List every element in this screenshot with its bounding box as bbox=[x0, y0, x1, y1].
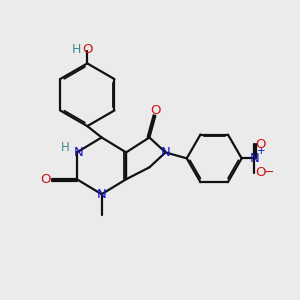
Text: −: − bbox=[263, 166, 274, 179]
Text: N: N bbox=[74, 146, 83, 159]
Text: N: N bbox=[249, 152, 259, 165]
Text: N: N bbox=[97, 188, 106, 201]
Text: O: O bbox=[151, 104, 161, 117]
Text: H: H bbox=[61, 140, 70, 154]
Text: O: O bbox=[256, 166, 266, 179]
Text: O: O bbox=[40, 173, 51, 186]
Text: O: O bbox=[256, 137, 266, 151]
Text: N: N bbox=[161, 146, 170, 159]
Text: +: + bbox=[256, 146, 265, 156]
Text: H: H bbox=[72, 43, 82, 56]
Text: O: O bbox=[82, 43, 92, 56]
